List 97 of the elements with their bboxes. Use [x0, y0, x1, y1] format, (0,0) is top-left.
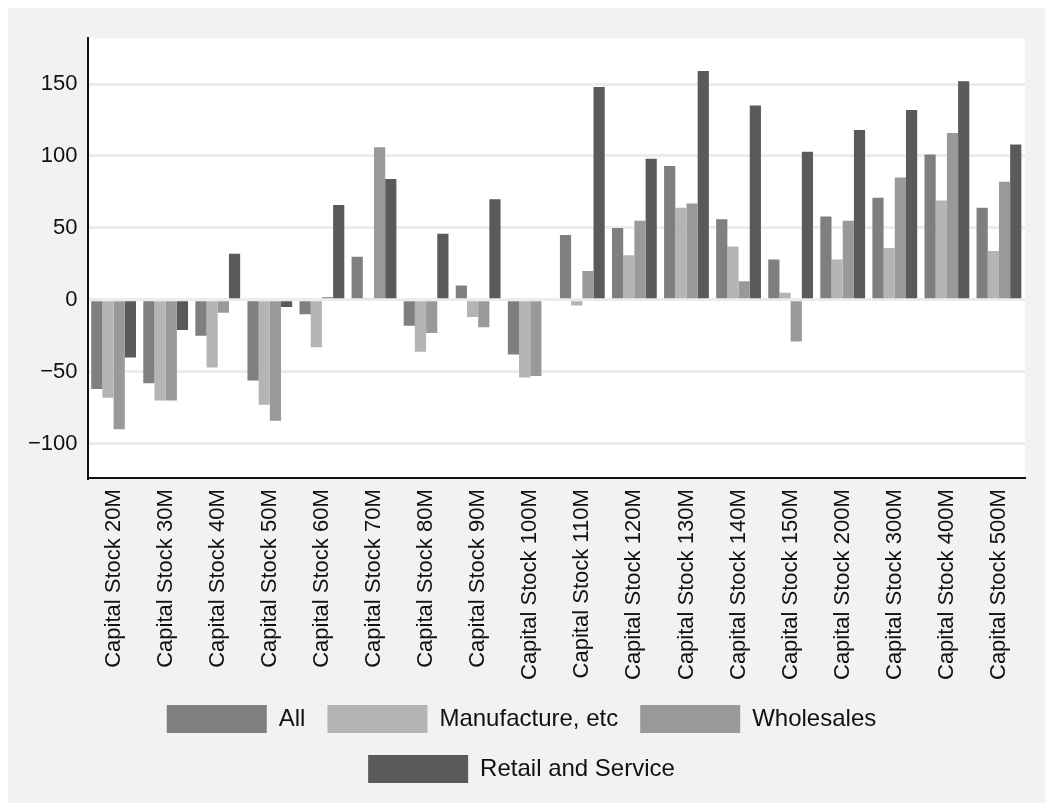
- bar: [466, 301, 479, 318]
- bar: [571, 301, 583, 306]
- bar: [426, 301, 438, 333]
- bar: [455, 285, 467, 299]
- bar: [217, 301, 229, 313]
- bar: [143, 301, 155, 384]
- x-tick-label: Capital Stock 200M: [828, 489, 854, 681]
- bar: [716, 219, 728, 299]
- y-tick-label: 50: [53, 213, 78, 239]
- bar: [437, 233, 449, 299]
- bar: [228, 253, 241, 299]
- bar: [310, 301, 322, 348]
- bar: [374, 147, 386, 299]
- x-tick-label: Capital Stock 70M: [360, 489, 386, 668]
- bar: [1010, 144, 1022, 299]
- x-tick-label: Capital Stock 150M: [776, 489, 802, 681]
- bar: [831, 259, 843, 299]
- bar: [403, 301, 415, 326]
- bar: [478, 301, 490, 328]
- y-tick-label: 150: [40, 70, 78, 96]
- bar: [113, 301, 125, 430]
- bar: [958, 81, 970, 299]
- bar: [935, 200, 947, 299]
- x-tick-label: Capital Stock 300M: [880, 489, 906, 681]
- y-tick-label: −50: [40, 357, 78, 383]
- bar: [165, 301, 177, 401]
- x-tick-label: Capital Stock 140M: [724, 489, 750, 681]
- bar: [998, 181, 1011, 299]
- x-tick-label: Capital Stock 130M: [672, 489, 698, 681]
- x-tick-label: Capital Stock 500M: [985, 489, 1011, 681]
- legend-label: Manufacture, etc: [439, 703, 619, 731]
- x-tick-label: Capital Stock 80M: [412, 489, 438, 668]
- bar: [749, 105, 761, 299]
- bar: [489, 199, 501, 299]
- bar: [675, 207, 687, 299]
- bar: [924, 154, 936, 299]
- bar: [258, 301, 270, 405]
- bar: [738, 281, 750, 299]
- x-tick-label: Capital Stock 40M: [203, 489, 229, 668]
- y-tick-label: 100: [40, 142, 78, 168]
- bar: [299, 301, 311, 315]
- bar: [987, 250, 999, 299]
- bar: [385, 178, 397, 299]
- bar: [247, 301, 259, 381]
- bar: [91, 301, 103, 390]
- bar: [206, 301, 218, 368]
- legend-label: All: [278, 703, 306, 731]
- legend-label: Wholesales: [752, 703, 877, 731]
- x-tick-label: Capital Stock 50M: [255, 489, 281, 668]
- bar: [976, 207, 988, 299]
- legend-label: Retail and Service: [480, 753, 675, 781]
- bar: [593, 86, 605, 299]
- bar: [645, 158, 657, 299]
- x-tick-label: Capital Stock 110M: [568, 489, 594, 679]
- bar: [946, 132, 959, 299]
- x-tick-label: Capital Stock 100M: [516, 489, 542, 681]
- bar: [612, 227, 624, 299]
- bar: [124, 301, 136, 358]
- bar: [414, 301, 427, 352]
- bar: [519, 301, 531, 378]
- bar: [790, 301, 802, 342]
- bar: [801, 151, 814, 299]
- x-tick-label: Capital Stock 120M: [620, 489, 646, 681]
- bar: [507, 301, 520, 355]
- y-tick-label: 0: [65, 285, 78, 311]
- bar: [176, 301, 189, 331]
- bar: [281, 301, 293, 308]
- bar: [727, 246, 739, 299]
- bar: [697, 71, 709, 299]
- bar: [623, 255, 635, 299]
- bar: [820, 216, 832, 299]
- y-tick-label: −100: [27, 429, 78, 455]
- bar: [351, 256, 363, 299]
- bar: [154, 301, 166, 401]
- bar: [634, 220, 646, 299]
- bar: [582, 271, 594, 299]
- bar: [872, 197, 884, 299]
- x-tick-label: Capital Stock 20M: [99, 489, 125, 668]
- x-tick-label: Capital Stock 60M: [307, 489, 333, 668]
- bar: [686, 203, 698, 299]
- bar: [768, 259, 780, 299]
- bar: [530, 301, 542, 377]
- x-tick-label: Capital Stock 90M: [464, 489, 490, 668]
- bar: [906, 109, 918, 299]
- bar: [559, 235, 572, 299]
- bar: [779, 292, 791, 299]
- x-tick-label: Capital Stock 30M: [151, 489, 177, 668]
- bar: [269, 301, 282, 421]
- bar: [883, 248, 895, 299]
- bar: [894, 177, 906, 299]
- bar: [102, 301, 114, 398]
- bar: [195, 301, 207, 336]
- bar: [842, 220, 854, 299]
- bar: [333, 204, 345, 299]
- x-tick-label: Capital Stock 400M: [932, 489, 958, 681]
- bar: [664, 166, 676, 299]
- bar: [853, 130, 866, 299]
